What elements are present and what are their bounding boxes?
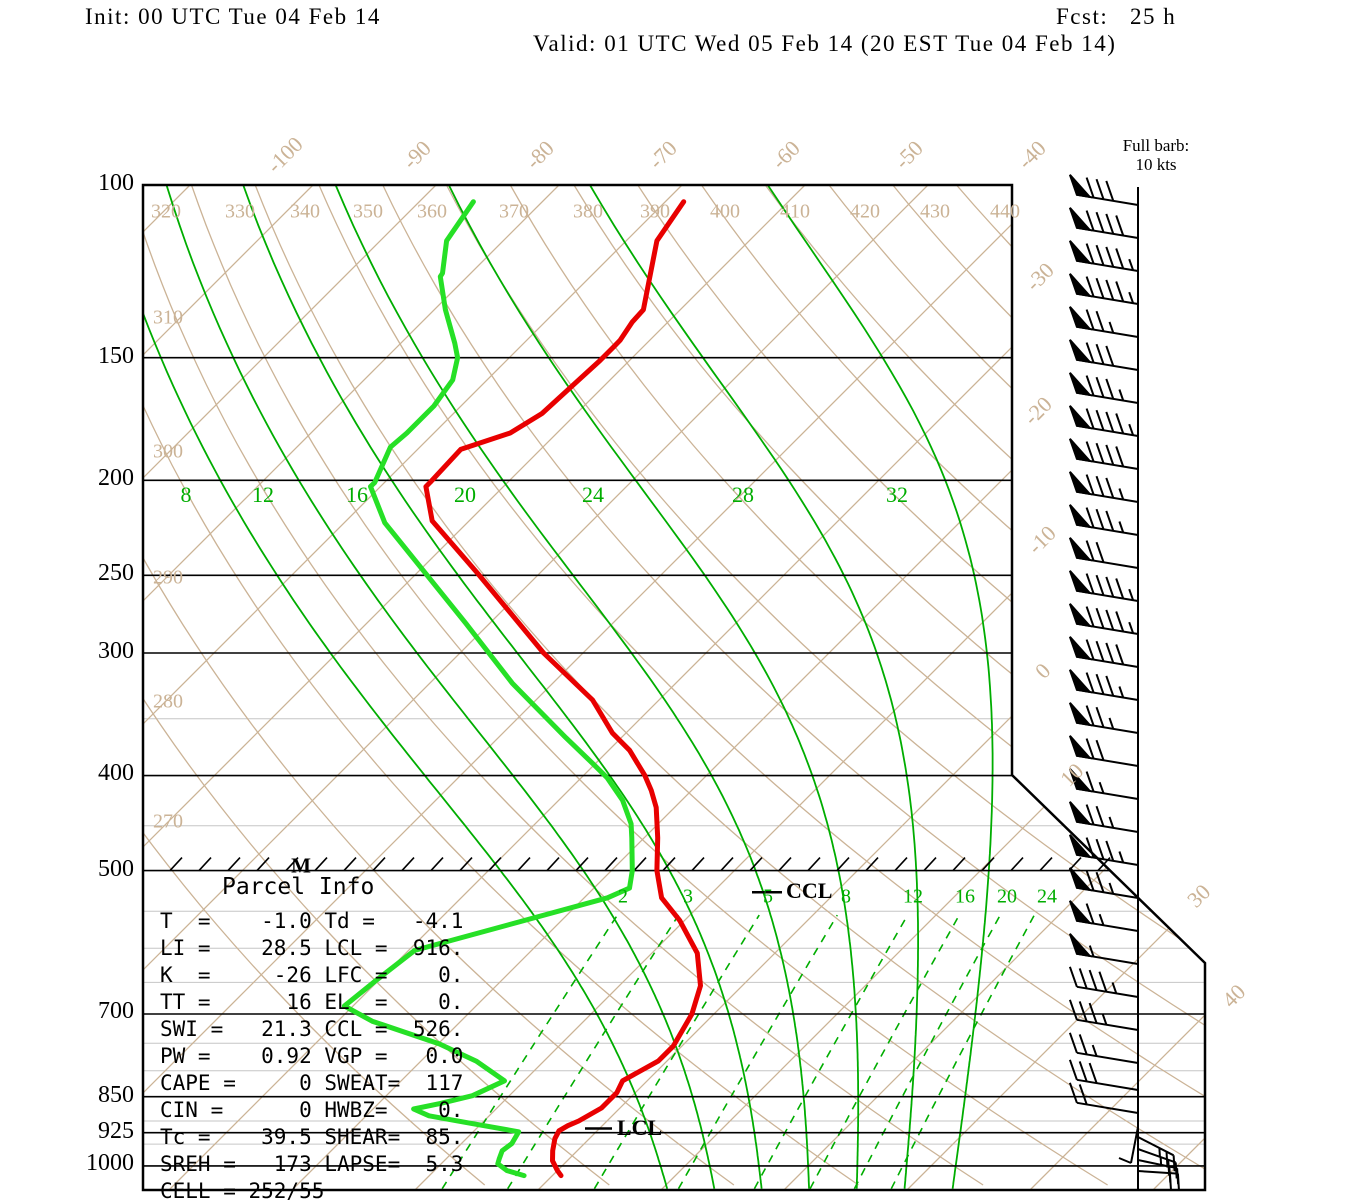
mixing-ratio-label: 20 (997, 885, 1017, 908)
parcel-info-line: CAPE = 0 SWEAT= 117 (160, 1071, 464, 1095)
forecast-hour-title: Fcst: 25 h (1056, 4, 1177, 29)
pressure-gridlines-minor (143, 718, 1205, 1145)
parcel-info-line: CIN = 0 HWBZ= 0. (160, 1098, 464, 1122)
parcel-info-line: T = -1.0 Td = -4.1 (160, 909, 464, 933)
parcel-info-title: Parcel Info (222, 874, 375, 900)
pressure-axis-label: 100 (98, 170, 134, 196)
pressure-axis-label: 700 (98, 998, 134, 1024)
mixing-ratio-label: 8 (841, 885, 851, 908)
mixing-ratio-label: 5 (763, 885, 773, 908)
pressure-axis-label: 150 (98, 343, 134, 369)
dry-adiabat-label: 440 (990, 200, 1020, 223)
dry-adiabat-label: 340 (290, 200, 320, 223)
dry-adiabat-label: 330 (225, 200, 255, 223)
dry-adiabat-label: 280 (153, 690, 183, 713)
dry-adiabat-label: 390 (640, 200, 670, 223)
mixing-ratio-label: 24 (1037, 885, 1057, 908)
m-level-marker: M (291, 853, 311, 878)
pressure-axis-label: 400 (98, 760, 134, 786)
pressure-gridlines-major (143, 356, 1205, 1167)
ccl-marker-label: CCL (786, 878, 833, 903)
pressure-axis-label: 300 (98, 638, 134, 664)
dry-adiabat-label: 420 (850, 200, 880, 223)
parcel-info-line: PW = 0.92 VGP = 0.0 (160, 1044, 464, 1068)
moist-adiabat-label: 16 (346, 482, 368, 507)
dry-adiabat-label: 290 (153, 566, 183, 589)
mixing-ratio-label: 16 (955, 885, 975, 908)
parcel-info-line: LI = 28.5 LCL = 916. (160, 936, 464, 960)
mixing-ratio-label: 2 (618, 885, 628, 908)
temperature-trace (423, 199, 703, 1179)
moist-adiabat-label: 20 (454, 482, 476, 507)
barb-legend-line1: Full barb: (1122, 136, 1190, 155)
mixing-ratio-lines (441, 914, 1036, 1190)
dry-adiabat-label: 400 (710, 200, 740, 223)
parcel-info-block: T = -1.0 Td = -4.1 LI = 28.5 LCL = 916. K … (160, 908, 463, 1200)
dry-adiabat-label: 320 (151, 200, 181, 223)
moist-adiabat-label: 12 (252, 482, 274, 507)
dry-adiabat-label: 350 (353, 200, 383, 223)
parcel-info-line: SREH = 173 LAPSE= 5.3 (160, 1152, 464, 1176)
moist-adiabat-label: 32 (886, 482, 908, 507)
mixing-ratio-label: 3 (683, 885, 693, 908)
dry-adiabat-label: 310 (153, 306, 183, 329)
barb-legend: Full barb: 10 kts (1106, 136, 1206, 174)
pressure-axis-label: 500 (98, 856, 134, 882)
moist-adiabat-label: 28 (732, 482, 754, 507)
mixing-ratio-label: 12 (903, 885, 923, 908)
moist-adiabat-label: 8 (180, 482, 192, 507)
parcel-info-line: CELL = 252/55 (160, 1179, 325, 1200)
barb-legend-line2: 10 kts (1135, 155, 1177, 174)
lcl-marker-label: LCL (617, 1115, 663, 1140)
parcel-info-line: Tc = 39.5 SHEAR= 85. (160, 1125, 464, 1149)
moist-adiabat-label: 24 (582, 482, 604, 507)
dewpoint-trace (341, 199, 635, 1179)
dry-adiabat-label: 300 (153, 440, 183, 463)
wind-barbs (1068, 174, 1180, 1190)
valid-time-title: Valid: 01 UTC Wed 05 Feb 14 (20 EST Tue … (533, 31, 1117, 56)
init-time-title: Init: 00 UTC Tue 04 Feb 14 (85, 4, 381, 29)
parcel-info-line: K = -26 LFC = 0. (160, 963, 464, 987)
pressure-axis-label: 250 (98, 560, 134, 586)
dry-adiabat-label: 360 (417, 200, 447, 223)
parcel-info-line: TT = 16 EL = 0. (160, 990, 464, 1014)
pressure-axis-label: 850 (98, 1082, 134, 1108)
pressure-axis-label: 925 (98, 1118, 134, 1144)
hatch-500hpa (169, 857, 1111, 872)
parcel-info-line: SWI = 21.3 CCL = 526. (160, 1017, 464, 1041)
plot-border (141, 183, 1207, 1192)
dry-adiabat-label: 380 (573, 200, 603, 223)
dry-adiabat-label: 270 (153, 810, 183, 833)
pressure-axis-label: 200 (98, 465, 134, 491)
dry-adiabat-label: 410 (780, 200, 810, 223)
moist-adiabats (143, 185, 994, 1189)
pressure-axis-label: 1000 (86, 1150, 134, 1176)
dry-adiabat-label: 430 (920, 200, 950, 223)
dry-adiabat-label: 370 (499, 200, 529, 223)
